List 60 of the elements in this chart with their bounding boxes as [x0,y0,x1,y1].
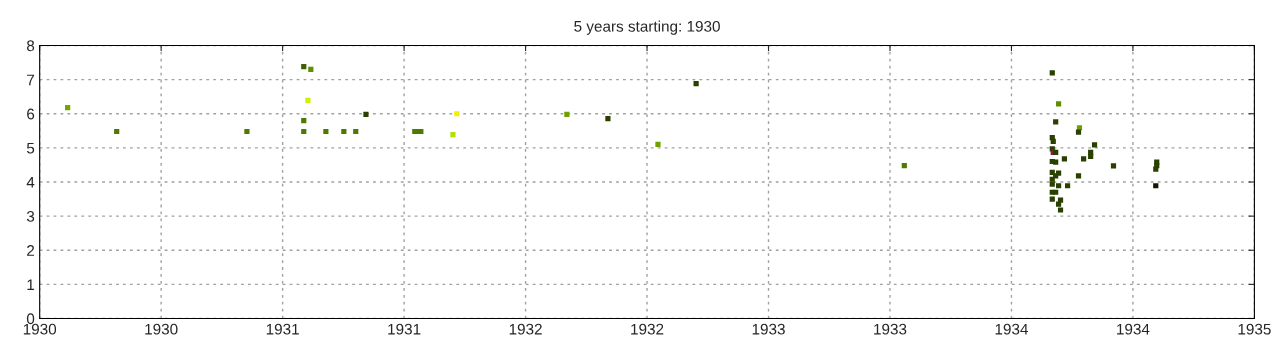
point [564,111,570,118]
point [1075,129,1082,135]
point [1055,201,1062,207]
x-tick-label: 1930 [145,323,178,335]
point [301,128,307,135]
point [1049,70,1055,76]
point [1061,156,1068,162]
y-tick-label: 2 [27,245,35,256]
point [353,128,359,135]
point [305,97,311,104]
point [450,131,456,138]
point [1076,125,1083,131]
point [1053,189,1059,195]
point [1153,183,1159,189]
point [1053,119,1059,125]
point [65,105,71,111]
x-tick-label: 1930 [23,323,57,335]
point [114,128,120,135]
point [1049,181,1055,187]
point [1053,159,1059,165]
x-tick-label: 1931 [266,323,299,335]
point [1057,207,1064,213]
y-tick-label: 3 [26,210,35,222]
point [693,81,699,87]
point [1088,153,1094,160]
point [655,141,661,148]
point [341,128,347,135]
point [323,128,329,135]
point [1075,173,1082,179]
y-tick-label: 4 [26,177,35,188]
point [1091,142,1098,148]
point [1055,101,1062,107]
point [308,66,314,72]
point [454,111,460,117]
x-tick-label: 1933 [874,323,907,335]
point [1064,183,1071,189]
y-tick-label: 5 [26,142,35,154]
point [1081,156,1087,162]
y-tick-label: 0 [26,313,35,325]
point [1110,163,1117,169]
x-tick-label: 1935 [1238,323,1271,335]
y-tick-label: 8 [26,40,35,52]
point [1055,183,1062,189]
y-tick-label: 1 [27,279,35,290]
x-tick-label: 1932 [631,323,664,335]
x-tick-label: 1933 [752,323,785,335]
chart-title: 5 years starting: 1930 [574,20,720,35]
point [363,111,369,118]
x-tick-label: 1934 [995,323,1028,335]
point [244,128,250,135]
x-tick-label: 1932 [509,323,542,335]
y-tick-label: 6 [27,108,35,120]
point [1049,196,1055,202]
x-tick-label: 1934 [1117,323,1150,335]
y-tick-label: 7 [27,74,35,86]
point [901,163,907,169]
x-tick-label: 1931 [388,323,421,335]
point [301,64,307,70]
point [605,115,611,122]
point [301,117,307,124]
